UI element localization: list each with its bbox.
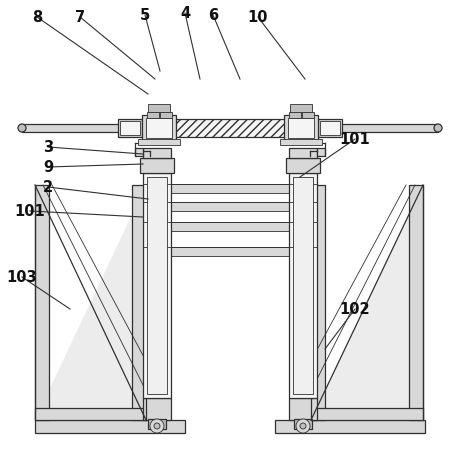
Bar	[288, 174, 316, 398]
Bar	[35, 420, 185, 433]
Bar	[160, 113, 172, 119]
Bar	[319, 122, 339, 136]
Bar	[317, 120, 341, 138]
Bar	[148, 105, 170, 113]
Bar	[316, 149, 325, 156]
Bar	[292, 178, 312, 394]
Bar	[143, 202, 316, 212]
Circle shape	[295, 419, 309, 433]
Text: 9: 9	[43, 160, 53, 175]
Bar	[174, 120, 285, 138]
Bar	[35, 408, 146, 420]
Text: 103: 103	[7, 270, 37, 285]
Bar	[147, 113, 159, 119]
Polygon shape	[310, 186, 422, 420]
Ellipse shape	[18, 125, 26, 133]
Text: 4: 4	[179, 6, 190, 22]
Ellipse shape	[433, 125, 441, 133]
Bar	[280, 140, 321, 146]
Text: 6: 6	[207, 9, 218, 23]
Bar	[143, 222, 316, 231]
Bar	[138, 140, 179, 146]
Bar	[289, 105, 311, 113]
Bar	[22, 125, 142, 133]
Bar	[147, 178, 167, 394]
Bar	[132, 186, 146, 420]
Bar	[134, 149, 143, 156]
Circle shape	[299, 423, 305, 429]
Polygon shape	[35, 186, 146, 420]
Bar	[293, 419, 311, 429]
Bar	[408, 186, 422, 420]
Bar	[35, 186, 49, 420]
Text: 3: 3	[43, 140, 53, 155]
Bar	[285, 159, 319, 174]
Bar	[143, 398, 171, 420]
Bar	[118, 120, 142, 138]
Bar	[310, 186, 325, 420]
Bar	[287, 119, 313, 139]
Bar	[288, 149, 316, 159]
Bar	[274, 420, 424, 433]
Bar	[310, 408, 422, 420]
Circle shape	[154, 423, 160, 429]
Text: 101: 101	[15, 204, 45, 219]
Bar	[302, 113, 313, 119]
Bar	[143, 184, 316, 193]
Bar	[143, 248, 316, 257]
Bar	[120, 122, 140, 136]
Text: 5: 5	[140, 9, 150, 23]
Bar	[283, 116, 317, 142]
Bar	[142, 116, 176, 142]
Bar	[148, 419, 166, 429]
Text: 101: 101	[339, 132, 369, 147]
Bar	[288, 398, 316, 420]
Bar	[288, 113, 300, 119]
Text: 7: 7	[75, 10, 85, 25]
Text: 8: 8	[32, 10, 42, 25]
Bar	[317, 125, 437, 133]
Text: 102: 102	[339, 302, 369, 317]
Bar	[143, 149, 171, 159]
Bar	[146, 119, 172, 139]
Text: 2: 2	[43, 180, 53, 195]
Bar	[140, 159, 174, 174]
Circle shape	[150, 419, 164, 433]
Text: 10: 10	[247, 10, 268, 25]
Bar	[143, 174, 171, 398]
